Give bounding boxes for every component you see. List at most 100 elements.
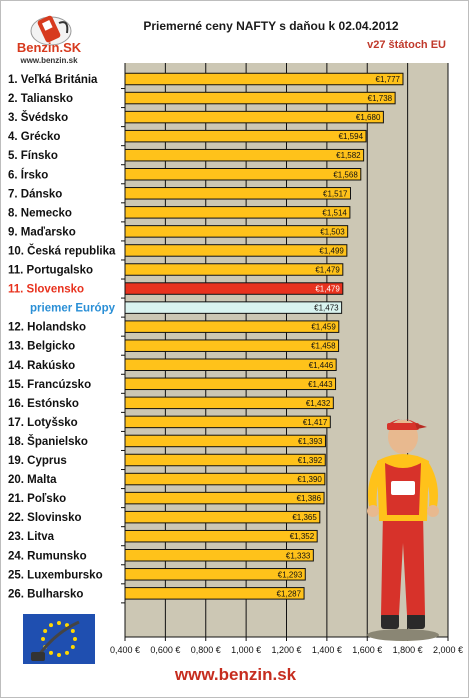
bar <box>124 529 318 543</box>
x-tick-label: 0,600 € <box>150 645 180 655</box>
category-label: priemer Európy <box>30 303 116 315</box>
logo-brand: Benzin.SK <box>16 40 82 55</box>
category-label: 11. Slovensko <box>8 284 84 296</box>
category-label: 24. Rumunsko <box>8 550 87 562</box>
bar <box>124 472 326 486</box>
bar-value-label: €1,287 <box>277 589 302 598</box>
x-tick-label: 1,200 € <box>271 645 301 655</box>
bar <box>124 91 396 105</box>
bar <box>124 225 349 238</box>
flag-star <box>70 645 75 649</box>
bar <box>124 358 337 371</box>
flag-star <box>57 653 61 657</box>
bar-value-label: €1,738 <box>368 94 393 103</box>
category-label: 16. Estónsko <box>8 398 79 410</box>
category-label: 20. Malta <box>8 474 57 486</box>
fuel-pump-logo-icon <box>11 9 91 71</box>
bar-value-label: €1,293 <box>278 570 303 579</box>
bar <box>124 244 348 257</box>
bar-value-label: €1,443 <box>308 380 333 389</box>
bar-value-label: €1,390 <box>297 475 322 484</box>
category-label: 7. Dánsko <box>8 188 62 200</box>
chart-subtitle: v27 štátoch EU <box>367 39 446 51</box>
category-label: 11. Portugalsko <box>8 265 93 277</box>
bar-value-label: €1,499 <box>319 246 344 255</box>
bar-value-label: €1,459 <box>311 323 336 332</box>
category-label: 26. Bulharsko <box>8 588 83 600</box>
x-tick-label: 1,000 € <box>231 645 261 655</box>
bar-value-label: €1,582 <box>336 151 361 160</box>
category-label: 17. Lotyšsko <box>8 417 78 429</box>
eu-flag-icon <box>23 614 95 664</box>
flag-star <box>49 623 53 628</box>
bar-value-label: €1,458 <box>311 342 336 351</box>
category-label: 15. Francúzsko <box>8 379 91 391</box>
bar <box>124 415 331 429</box>
bar-value-label: €1,352 <box>290 532 315 541</box>
bar <box>124 206 351 219</box>
bar <box>124 549 314 562</box>
bar-value-label: €1,392 <box>298 456 323 465</box>
bar <box>124 72 404 86</box>
category-label: 8. Nemecko <box>8 207 72 219</box>
flag-star <box>57 621 61 625</box>
bar <box>124 453 326 467</box>
x-tick-label: 0,400 € <box>110 645 140 655</box>
bar <box>124 187 351 200</box>
category-label: 23. Litva <box>8 531 55 543</box>
chart-title: Priemerné ceny NAFTY s daňou k 02.04.201… <box>143 19 399 33</box>
bar <box>124 148 365 162</box>
x-tick-label: 2,000 € <box>433 645 463 655</box>
category-label: 1. Veľká Británia <box>8 74 98 86</box>
bar <box>124 568 306 581</box>
bar <box>124 339 340 352</box>
category-label: 4. Grécko <box>8 131 60 143</box>
bar <box>124 320 340 333</box>
bar <box>124 282 344 295</box>
bar <box>124 129 367 143</box>
category-label: 14. Rakúsko <box>8 360 75 372</box>
x-tick-label: 1,800 € <box>393 645 423 655</box>
bar-value-label: €1,432 <box>306 399 331 408</box>
category-label: 18. Španielsko <box>8 435 88 448</box>
bar-value-label: €1,517 <box>323 189 348 198</box>
logo-url: www.benzin.sk <box>20 56 78 65</box>
category-label: 6. Írsko <box>8 168 48 181</box>
flag-star <box>49 650 53 655</box>
category-label: 13. Belgicko <box>8 341 75 353</box>
bar-value-label: €1,446 <box>309 361 334 370</box>
category-label: 12. Holandsko <box>8 322 86 334</box>
x-tick-label: 0,800 € <box>191 645 221 655</box>
bar-value-label: €1,479 <box>315 285 340 294</box>
category-label: 9. Maďarsko <box>8 226 76 238</box>
bar <box>124 110 384 124</box>
bar-value-label: €1,514 <box>322 208 347 217</box>
bar-value-label: €1,777 <box>376 75 401 84</box>
flag-star <box>70 629 75 633</box>
bar <box>124 301 343 314</box>
category-label: 22. Slovinsko <box>8 512 82 524</box>
flag-star <box>73 637 77 641</box>
category-label: 25. Luxembursko <box>8 569 103 581</box>
bar <box>124 510 321 524</box>
category-label: 10. Česká republika <box>8 244 116 257</box>
bar-value-label: €1,503 <box>320 227 345 236</box>
bar <box>124 491 325 505</box>
bar-value-label: €1,568 <box>333 170 358 179</box>
flag-star <box>65 650 69 655</box>
bar-value-label: €1,365 <box>292 513 317 522</box>
bar-value-label: €1,479 <box>315 266 340 275</box>
bar <box>124 168 362 181</box>
bar <box>124 587 305 600</box>
mechanic-mascot-icon <box>361 403 446 643</box>
category-label: 2. Taliansko <box>8 93 73 105</box>
category-label: 3. Švédsko <box>8 111 68 124</box>
bar-value-label: €1,594 <box>339 132 364 141</box>
bar <box>124 396 334 410</box>
x-tick-label: 1,400 € <box>312 645 342 655</box>
category-label: 21. Poľsko <box>8 493 66 505</box>
bar <box>124 434 326 448</box>
footer-url: www.benzin.sk <box>174 665 297 684</box>
